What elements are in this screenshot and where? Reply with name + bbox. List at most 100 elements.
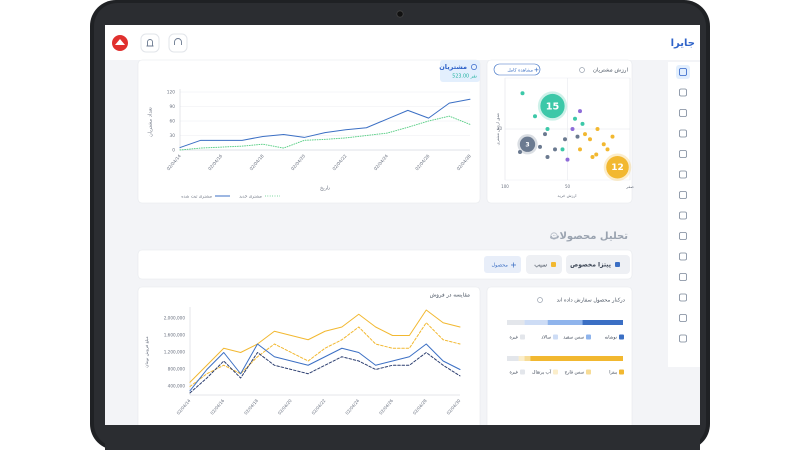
scatter-point [543,132,547,137]
bubble [606,155,629,179]
sidebar-icon[interactable] [679,68,687,76]
x-axis-label: تاریخ [320,186,331,192]
y-tick-label: 20 [497,126,503,131]
sidebar-icon[interactable] [679,252,687,261]
sidebar-icon[interactable] [679,293,687,302]
bubble [540,93,565,119]
scatter-point [605,147,610,152]
sidebar-icons [676,65,690,343]
bubble-label: 15 [546,101,560,112]
sidebar-icon[interactable] [679,314,687,322]
companions-card [486,286,633,438]
brand-glyph [115,39,125,45]
series-line [189,322,461,387]
sidebar-icon[interactable] [679,129,687,138]
legend-swatch [586,369,591,375]
x-tick-label: 50 [565,184,571,189]
legend-label: سس سفید [563,336,584,341]
y-tick-label: 60 [170,119,176,125]
scatter-point [590,155,595,160]
logo: جایرا [671,38,695,49]
bell-icon [146,39,154,47]
scatter-point [583,132,587,137]
legend-label: سالاد [541,336,551,341]
sidebar-icon[interactable] [679,170,687,179]
legend-label: نوشابه [605,336,617,341]
headset-icon [174,38,182,45]
legend-label: غیره [509,336,518,341]
sidebar-icon[interactable] [679,273,687,281]
scatter-point [570,127,575,131]
x-tick-label: صفر [625,184,634,189]
scatter-point [575,134,580,139]
series-line [179,98,471,149]
scatter-point [595,127,600,131]
bar-segment [507,356,519,361]
info-icon[interactable] [550,232,558,240]
customers-tab[interactable] [440,60,480,82]
legend-label: آب پرتقال [532,370,552,376]
plus-icon [511,262,516,268]
support-button[interactable] [168,33,188,53]
legend-label: غیره [509,371,518,376]
bubble-label: 12 [611,163,624,173]
legend-swatch [553,334,558,340]
series-line [189,352,461,394]
top-bar [105,25,700,60]
y-tick-label: 30 [170,133,176,139]
info-icon[interactable] [471,64,477,70]
y-tick-label: 120 [167,90,175,96]
y-tick-label: 2,000,000 [164,316,186,321]
info-icon[interactable] [537,297,543,303]
legend-swatch [619,369,624,375]
bar-segment [518,356,525,361]
sidebar-icon[interactable] [679,150,687,158]
scatter-point [545,127,550,131]
sidebar-icon[interactable] [679,211,687,220]
legend-swatch [553,369,558,375]
view-all-button[interactable] [493,63,541,76]
x-axis-label: ارزش خرید [557,193,576,198]
y-axis-label: عمق ارزش مشتری [495,113,500,146]
scatter-point [553,147,557,152]
plus-icon [534,67,539,72]
chip-swatch [615,262,620,267]
bar-segment [507,320,525,325]
camera [396,10,404,18]
sidebar-icon[interactable] [679,232,687,240]
bar-segment [524,320,548,325]
y-axis-label: تعداد مشتریان [148,107,154,137]
sales-card [137,286,481,438]
sidebar [668,62,700,367]
chip-swatch [551,262,556,267]
customers-card [137,59,481,204]
filter-chip[interactable] [566,255,630,274]
sidebar-active [676,65,690,79]
device-bottom-bezel [105,425,700,450]
x-tick-label: 100 [501,184,509,189]
scatter-point [538,144,542,149]
chip-label: سیب [534,262,547,269]
sidebar-icon[interactable] [679,334,687,343]
add-product-button[interactable] [484,256,521,273]
info-icon[interactable] [579,67,585,73]
legend-swatch [520,369,525,375]
sidebar-icon[interactable] [679,88,687,97]
scatter-point [578,147,582,152]
value-title: ارزش مشتریان [593,68,629,74]
scatter-point [573,116,577,121]
scatter-point [565,157,570,162]
y-axis-label: مبلغ فروش تومان [144,336,149,367]
filter-chip[interactable] [526,255,562,274]
scatter-point [545,155,550,160]
notification-button[interactable] [140,33,160,53]
legend-label: پیتزا [609,371,617,376]
series-line [179,115,471,151]
sidebar-icon[interactable] [679,191,687,199]
sales-title: مقایسه در فروش [430,293,470,299]
scatter-point [578,109,582,114]
legend-label: مشتری ثبت شده [181,195,212,200]
bar-segment [524,356,531,361]
sidebar-icon[interactable] [679,109,687,117]
